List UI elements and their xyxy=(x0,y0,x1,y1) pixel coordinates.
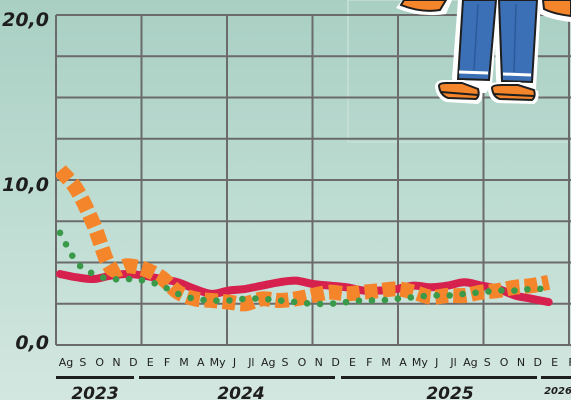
y-tick-label-2: 20,0 xyxy=(2,9,49,31)
series-dot xyxy=(342,298,350,306)
series-dot xyxy=(213,297,220,304)
x-tick-label: E xyxy=(551,356,558,369)
x-tick-label: N xyxy=(112,356,120,369)
series-dot xyxy=(187,294,194,302)
x-tick-label: M xyxy=(179,356,189,369)
series-dot xyxy=(290,298,298,306)
series-dot xyxy=(138,276,146,284)
x-tick-label: My xyxy=(210,356,226,369)
series-dot xyxy=(472,289,479,297)
x-tick-label: O xyxy=(500,356,509,369)
series-dot xyxy=(303,300,311,307)
x-tick-label: J xyxy=(434,356,438,369)
x-tick-label: S xyxy=(484,356,491,369)
series-dot xyxy=(252,295,259,302)
x-tick-label: E xyxy=(147,356,154,369)
series-dot xyxy=(68,252,76,260)
x-tick-label: D xyxy=(534,356,542,369)
series-dot xyxy=(226,297,233,304)
series-dot xyxy=(316,300,324,308)
series-line-dashed xyxy=(56,165,551,312)
series-dot xyxy=(498,287,505,294)
x-tick-label: F xyxy=(568,356,571,369)
series-dot xyxy=(433,292,440,299)
series-dot xyxy=(163,284,170,292)
year-bracket-2025 xyxy=(341,376,537,379)
year-label-2025: 2025 xyxy=(426,384,473,400)
x-tick-label: Ag xyxy=(261,356,276,369)
x-tick-label: D xyxy=(331,356,339,369)
series-dot xyxy=(151,280,158,287)
series-dot xyxy=(112,276,120,283)
series-dot xyxy=(394,295,402,303)
x-tick-label: O xyxy=(298,356,307,369)
x-tick-label: S xyxy=(79,356,86,369)
series-dot xyxy=(524,285,531,293)
x-tick-label: F xyxy=(366,356,372,369)
x-tick-label: E xyxy=(349,356,356,369)
year-label-2024: 2024 xyxy=(217,384,264,400)
series-dot xyxy=(62,241,70,248)
series-dot xyxy=(485,288,492,295)
person-illustration xyxy=(396,0,571,104)
series-dot xyxy=(174,290,182,298)
series-dot xyxy=(87,269,95,277)
x-tick-label: S xyxy=(282,356,289,369)
x-tick-label: M xyxy=(381,356,391,369)
x-tick-label: J xyxy=(232,356,236,369)
series-dot xyxy=(420,292,428,300)
x-tick-label: Ag xyxy=(59,356,74,369)
series-dot xyxy=(446,292,453,299)
series-dot xyxy=(125,275,133,283)
x-tick-label: N xyxy=(315,356,323,369)
series-dot xyxy=(76,262,84,270)
series-dot xyxy=(407,294,415,301)
x-tick-label: Jl xyxy=(449,356,456,369)
x-tick-label: A xyxy=(399,356,407,369)
x-tick-label: O xyxy=(95,356,104,369)
chart-series xyxy=(56,165,553,312)
year-label-2023: 2023 xyxy=(71,384,118,400)
year-bracket-2026 xyxy=(541,376,571,379)
x-tick-label: D xyxy=(129,356,137,369)
series-dot xyxy=(537,285,544,293)
series-dot xyxy=(99,274,107,281)
series-dot xyxy=(511,287,518,294)
x-axis-month-labels: AgSONDEFMAMyJJlAgSONDEFMAMyJJlAgSONDEF xyxy=(59,356,571,369)
x-tick-label: A xyxy=(197,356,205,369)
series-dot xyxy=(277,297,285,304)
x-tick-label: N xyxy=(517,356,525,369)
year-label-2026: 2026 xyxy=(544,386,571,397)
y-tick-label-1: 10,0 xyxy=(2,174,49,196)
x-tick-label: My xyxy=(412,356,428,369)
x-tick-label: Ag xyxy=(463,356,478,369)
x-tick-label: F xyxy=(164,356,170,369)
series-dot xyxy=(355,297,363,305)
y-tick-label-0: 0,0 xyxy=(15,332,49,354)
series-dot xyxy=(200,296,207,304)
x-axis-year-markers: 2023 2024 2025 2026 xyxy=(56,376,571,400)
year-bracket-2024 xyxy=(139,376,335,379)
series-dot xyxy=(239,295,246,303)
background-panel xyxy=(347,0,571,143)
x-tick-label: Jl xyxy=(247,356,254,369)
series-dot xyxy=(265,295,272,303)
series-dot xyxy=(459,290,466,298)
series-dot xyxy=(56,229,64,237)
series-dot xyxy=(381,296,389,304)
year-bracket-2023 xyxy=(56,376,134,379)
series-dot xyxy=(329,300,337,307)
series-dot xyxy=(368,297,376,304)
